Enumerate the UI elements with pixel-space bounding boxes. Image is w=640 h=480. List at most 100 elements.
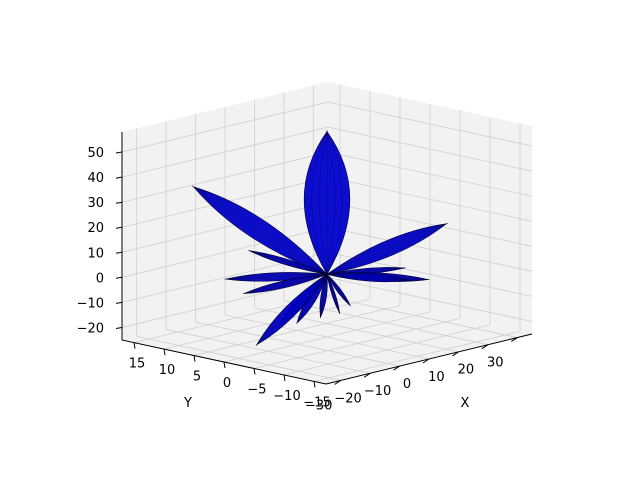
surface-mesh-line bbox=[193, 186, 328, 275]
surface-mesh-line bbox=[256, 274, 328, 345]
y-tick-mark bbox=[253, 368, 256, 375]
x-tick-label: −10 bbox=[364, 384, 391, 399]
surface-mesh-line bbox=[326, 131, 335, 275]
y-tick-label: 0 bbox=[223, 376, 231, 391]
z-tick-mark bbox=[115, 151, 123, 154]
z-tick-mark bbox=[115, 327, 123, 329]
y-tick-label: −5 bbox=[247, 383, 266, 398]
surface-mesh-line bbox=[225, 273, 328, 280]
gridline-z-left-wall bbox=[121, 226, 329, 278]
z-tick-label: −10 bbox=[77, 296, 104, 311]
z-tick-label: 10 bbox=[87, 246, 104, 261]
z-tick-label: 50 bbox=[87, 146, 104, 161]
surface-mesh-line bbox=[244, 274, 328, 294]
surface-mesh-line bbox=[244, 274, 328, 294]
surface-mesh-line bbox=[249, 250, 328, 275]
x-tick-label: 30 bbox=[487, 356, 504, 371]
y-tick-mark bbox=[163, 349, 166, 356]
z-tick-label: 0 bbox=[96, 271, 104, 286]
surface-mesh-line bbox=[296, 274, 328, 324]
surface-mesh-line bbox=[256, 274, 328, 345]
y-tick-mark bbox=[133, 342, 136, 349]
gridline-y-floor bbox=[313, 331, 521, 382]
z-tick-mark bbox=[115, 176, 123, 179]
y-tick-mark bbox=[283, 374, 286, 381]
gridline-z-right-wall bbox=[327, 176, 533, 222]
y-tick-label: 15 bbox=[129, 357, 146, 372]
surface-mesh-line bbox=[320, 274, 328, 318]
surface-mesh-line bbox=[326, 274, 410, 281]
surface-mesh-line bbox=[256, 274, 328, 345]
surface-mesh-line bbox=[256, 274, 328, 345]
gridline-y-floor bbox=[283, 324, 491, 376]
z-tick-mark bbox=[115, 251, 123, 254]
surface-mesh-line bbox=[326, 273, 410, 281]
z-tick-mark bbox=[115, 226, 123, 229]
surface-mesh-line bbox=[244, 274, 328, 294]
surface-mesh-line bbox=[326, 223, 447, 275]
y-tick-mark bbox=[193, 355, 196, 362]
surface-mesh-line bbox=[320, 274, 328, 318]
gridline-z-left-wall bbox=[121, 151, 329, 203]
x-tick-label: 10 bbox=[428, 370, 445, 385]
y-tick-mark bbox=[223, 361, 226, 369]
surface-mesh-line bbox=[326, 274, 410, 281]
gridline-y-floor bbox=[253, 318, 461, 369]
gridline-z-right-wall bbox=[327, 151, 533, 197]
z-tick-label: 20 bbox=[87, 221, 104, 236]
gridline-y-floor bbox=[223, 311, 431, 363]
z-tick-label: 30 bbox=[87, 196, 104, 211]
surface-plot bbox=[191, 129, 448, 346]
y-tick-label: 10 bbox=[159, 363, 176, 378]
surface-mesh-line bbox=[225, 274, 328, 280]
surface-mesh-line bbox=[326, 274, 340, 314]
surface-mesh-line bbox=[326, 131, 343, 275]
z-tick-mark bbox=[115, 201, 123, 204]
y-tick-label: −15 bbox=[303, 395, 330, 410]
surface-mesh-line bbox=[326, 223, 447, 275]
surface-mesh-line bbox=[225, 274, 328, 280]
x-tick-label: −30 bbox=[305, 398, 332, 413]
x-tick-label: 20 bbox=[458, 363, 475, 378]
surface-mesh-line bbox=[244, 274, 328, 294]
z-tick-mark bbox=[115, 276, 123, 279]
gridline-z-right-wall bbox=[327, 201, 533, 247]
surface-mesh-line bbox=[193, 186, 328, 275]
x-tick-mark bbox=[511, 337, 518, 343]
surface-mesh-line bbox=[249, 250, 328, 275]
x-axis-label: X bbox=[461, 396, 470, 411]
surface-mesh-line bbox=[326, 223, 447, 275]
surface-mesh-line bbox=[249, 250, 328, 275]
y-tick-label: 5 bbox=[193, 370, 201, 385]
x-tick-mark bbox=[393, 365, 400, 371]
x-tick-mark bbox=[452, 351, 459, 357]
x-tick-mark bbox=[481, 344, 489, 350]
y-tick-mark bbox=[313, 381, 316, 388]
surface-mesh-line bbox=[326, 223, 447, 275]
surface-mesh-line bbox=[256, 274, 328, 345]
gridline-z-left-wall bbox=[121, 277, 329, 328]
surface-mesh-line bbox=[320, 274, 328, 318]
y-tick-label: −10 bbox=[273, 389, 300, 404]
x-tick-mark bbox=[422, 358, 430, 364]
gridline-z-right-wall bbox=[327, 226, 533, 272]
surface-mesh-line bbox=[326, 274, 351, 306]
gridline-z-right-wall bbox=[327, 277, 533, 322]
surface-mesh-line bbox=[193, 186, 328, 275]
z-tick-mark bbox=[115, 301, 123, 304]
surface-mesh-line bbox=[319, 131, 328, 275]
x-tick-mark bbox=[334, 379, 341, 385]
x-tick-label: −20 bbox=[334, 391, 361, 406]
surface-mesh-line bbox=[326, 223, 447, 275]
surface-mesh-line bbox=[193, 186, 328, 275]
z-tick-label: −20 bbox=[77, 322, 104, 337]
gridline-z-left-wall bbox=[121, 201, 329, 253]
surface-mesh-line bbox=[193, 186, 328, 275]
surface-mesh-line bbox=[326, 274, 351, 306]
z-tick-label: 40 bbox=[87, 171, 104, 186]
gridline-z-left-wall bbox=[121, 101, 329, 153]
x-tick-label: 0 bbox=[403, 377, 411, 392]
surface-mesh-line bbox=[326, 274, 410, 281]
surface-mesh-line bbox=[320, 274, 328, 318]
